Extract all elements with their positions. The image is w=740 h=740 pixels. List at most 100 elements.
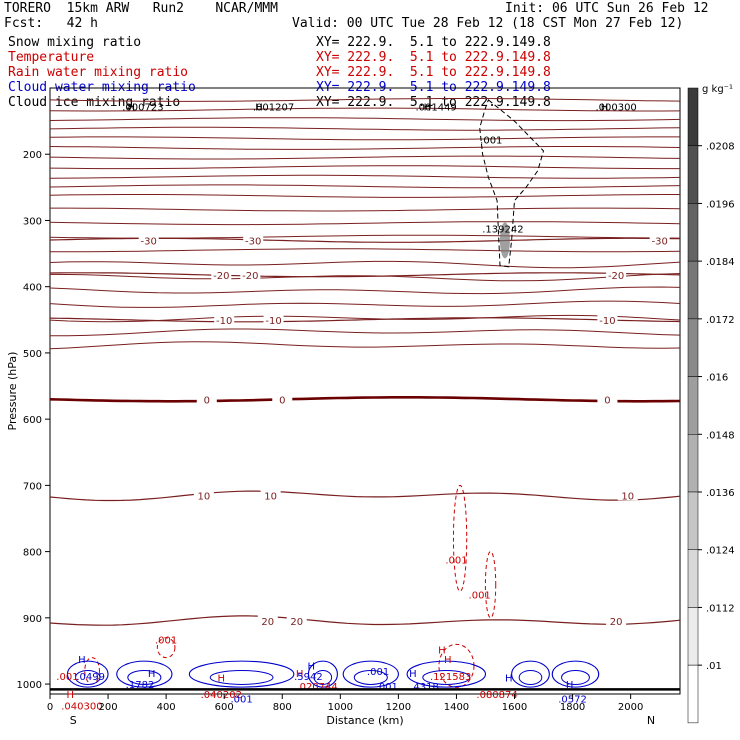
- extremum-mark: H: [444, 655, 452, 666]
- potential-temperature-contour: [49, 221, 681, 226]
- field-name: Rain water mixing ratio: [8, 65, 189, 80]
- cloud-water-contour: [551, 660, 600, 688]
- isotherm-label-bg: [286, 615, 307, 627]
- y-tick-label: 800: [23, 548, 42, 559]
- extremum-mark: H: [218, 673, 226, 684]
- isotherm-label-bg: [260, 489, 281, 501]
- isotherm-line: [49, 490, 681, 502]
- isotherm-label-bg: [138, 234, 159, 246]
- potential-temperature-contour: [49, 165, 680, 170]
- extremum-value-label: .001: [469, 591, 491, 602]
- valid-time: Valid: 00 UTC Tue 28 Feb 12 (18 CST Mon …: [292, 16, 684, 31]
- colorbar-tick-label: .016: [706, 373, 728, 384]
- isotherm-label-bg: [211, 268, 232, 280]
- isotherm-label-bg: [240, 268, 261, 280]
- cloud-water-contour: [66, 660, 109, 688]
- x-tick-label: 0: [47, 702, 53, 713]
- isotherm-label: 0: [604, 395, 610, 406]
- rain-contour: [156, 637, 176, 659]
- extremum-mark: H: [308, 662, 316, 673]
- colorbar-swatch: [687, 491, 699, 550]
- colorbar-tick-label: .0148: [706, 430, 735, 441]
- potential-temperature-contour: [49, 174, 681, 179]
- potential-temperature-contour: [49, 286, 681, 295]
- x-tick-label: 1600: [502, 702, 527, 713]
- cloud-water-contour-inner: [75, 669, 101, 685]
- extremum-mark: H: [505, 673, 513, 684]
- field-xy-range: XY= 222.9. 5.1 to 222.9.149.8: [316, 50, 551, 65]
- isotherm-label: -30: [141, 236, 157, 247]
- y-tick-label: 500: [23, 349, 42, 360]
- rain-contour: [452, 484, 468, 592]
- colorbar-unit: g kg⁻¹: [702, 84, 733, 95]
- colorbar-tick-label: .0208: [706, 142, 735, 153]
- colorbar-swatch: [687, 318, 699, 377]
- x-tick-label: 1400: [444, 702, 469, 713]
- colorbar-swatch: [687, 376, 699, 435]
- cloud-water-contour: [116, 660, 173, 688]
- extremum-mark: H: [67, 690, 75, 701]
- x-tick-label: 800: [273, 702, 292, 713]
- extremum-value-label: .001207: [253, 103, 294, 114]
- field-name: Snow mixing ratio: [8, 35, 142, 50]
- extremum-value-label: .001: [230, 695, 252, 706]
- extremum-mark: H: [409, 669, 417, 680]
- isotherm-label: -10: [265, 316, 281, 327]
- cloud-water-contour-inner: [313, 669, 333, 685]
- isotherm-label: -30: [652, 236, 668, 247]
- extremum-value-label: .040300: [61, 701, 102, 712]
- y-tick-label: 1000: [17, 680, 42, 691]
- extremum-value-label: .001: [445, 556, 467, 567]
- extremum-mark: H: [438, 646, 446, 657]
- isotherm-line: [49, 272, 681, 278]
- extremum-mark: H: [255, 103, 263, 114]
- y-tick-label: 600: [23, 415, 42, 426]
- colorbar-tick-label: .0196: [706, 199, 735, 210]
- potential-temperature-contour: [49, 184, 681, 189]
- colorbar-swatch: [687, 260, 699, 320]
- isotherm-label: -30: [245, 236, 261, 247]
- extremum-mark: H: [78, 655, 86, 666]
- x-tick-label: 200: [99, 702, 118, 713]
- potential-temperature-contour: [49, 155, 681, 160]
- field-xy-range: XY= 222.9. 5.1 to 222.9.149.8: [316, 65, 551, 80]
- plot-frame: [49, 87, 681, 695]
- extremum-value-label: .1782: [126, 680, 155, 691]
- cloud-water-contour: [511, 660, 550, 688]
- cloud-water-contour-inner: [209, 669, 274, 685]
- potential-temperature-contour: [49, 136, 680, 141]
- extremum-value-label: .121583: [430, 672, 471, 683]
- cloud-water-contour: [342, 660, 399, 688]
- extremum-value-label: .040202: [201, 690, 242, 701]
- colorbar-swatch: [687, 549, 699, 608]
- colorbar-tick-label: .01: [706, 661, 722, 672]
- isotherm-label: -20: [608, 271, 624, 282]
- potential-temperature-contour: [49, 146, 681, 150]
- extremum-mark: H: [128, 103, 136, 114]
- extremum-value-label: .000723: [122, 103, 163, 114]
- x-tick-label: 1800: [560, 702, 585, 713]
- extremum-value-label: .4318: [410, 682, 439, 693]
- x-axis-title: Distance (km): [326, 714, 403, 727]
- isotherm-label-bg: [214, 313, 235, 325]
- isotherm-label-bg: [263, 313, 284, 325]
- init-time: Init: 06 UTC Sun 26 Feb 12: [505, 1, 709, 16]
- isotherm-label-bg: [597, 313, 618, 325]
- y-tick-label: 900: [23, 614, 42, 625]
- isotherm-label: -20: [242, 271, 258, 282]
- south-label: S: [70, 714, 77, 727]
- isotherm-label-bg: [193, 489, 214, 501]
- north-label: N: [647, 714, 655, 727]
- x-tick-label: 1000: [328, 702, 353, 713]
- isotherm-label-bg: [243, 234, 264, 246]
- y-tick-label: 700: [23, 481, 42, 492]
- extremum-mark: H: [601, 103, 609, 114]
- y-tick-label: 300: [23, 216, 42, 227]
- rain-contour: [438, 643, 475, 688]
- isotherm-label: 20: [261, 617, 274, 628]
- isotherm-label: 20: [290, 617, 303, 628]
- potential-temperature-contour: [50, 248, 681, 253]
- colorbar-swatch: [687, 434, 699, 493]
- isotherm-label: -20: [213, 271, 229, 282]
- colorbar-swatch: [687, 664, 699, 724]
